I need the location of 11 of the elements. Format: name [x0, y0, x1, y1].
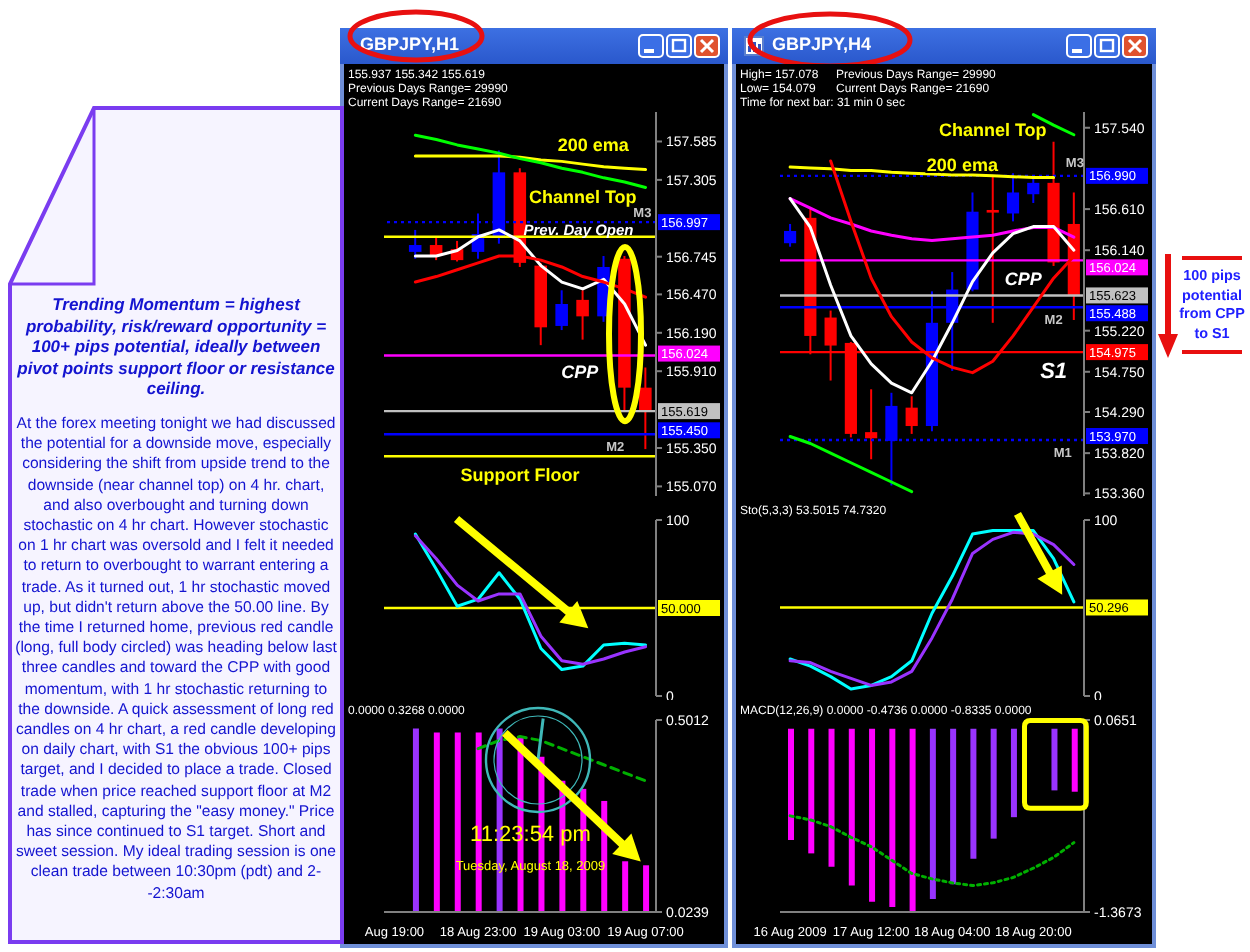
annotation: CPP	[561, 361, 601, 382]
chart-title: GBPJPY,H4	[772, 34, 872, 56]
chart-title: GBPJPY,H1	[360, 34, 460, 56]
annotation: Channel Top	[528, 187, 638, 208]
annotation: CPP	[1004, 268, 1044, 289]
annotation: 200 ema	[926, 154, 1000, 175]
annotation: 200 ema	[557, 135, 631, 156]
annotation: S1	[1040, 359, 1068, 384]
text: Trending Momentum = highest probability, risk/reward opportunity = 100+ pips potential, ideally between pivot points support floor or resistance ceiling.	[15, 294, 337, 400]
annotation: Support Floor	[460, 464, 581, 485]
annotation: Channel Top	[938, 119, 1048, 140]
